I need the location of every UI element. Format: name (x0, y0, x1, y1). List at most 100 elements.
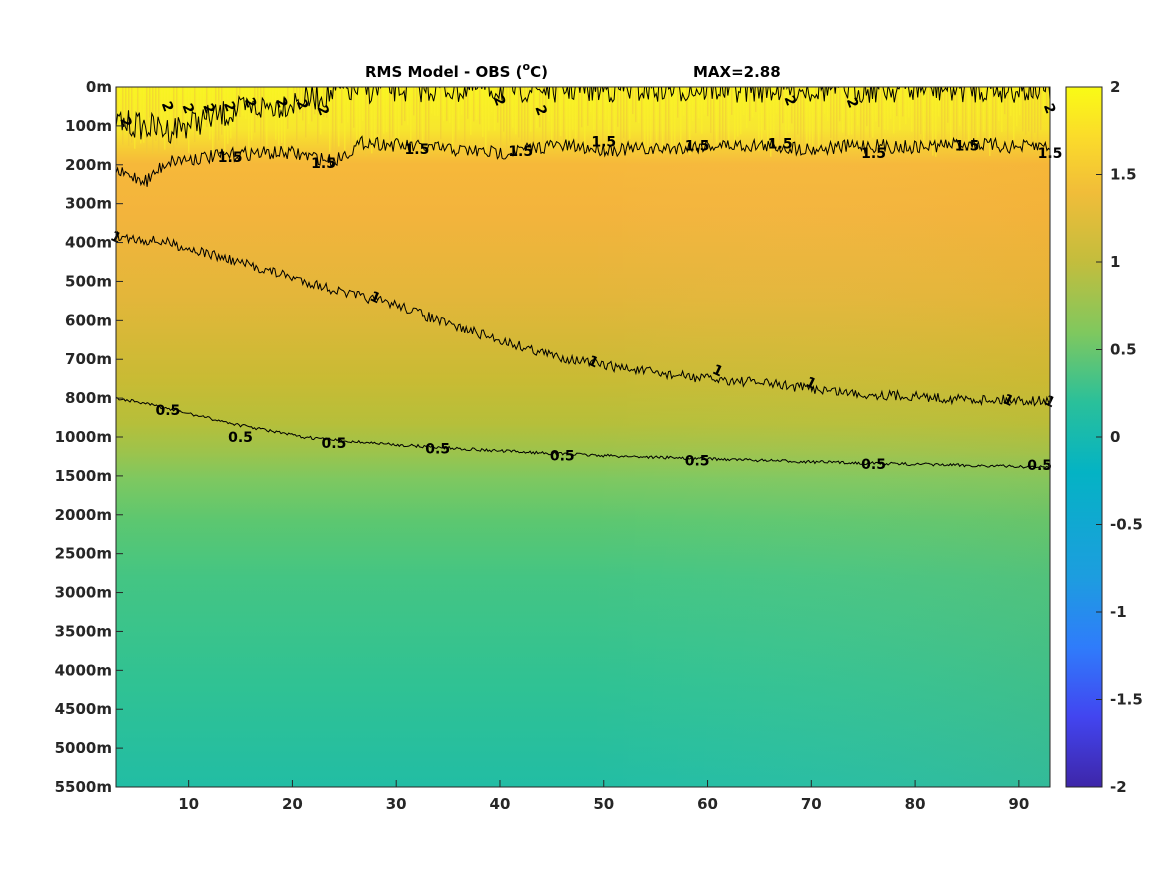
y-tick-label: 2500m (55, 545, 112, 563)
striation (260, 87, 262, 152)
striation (839, 87, 841, 122)
colorbar-tick-label: -0.5 (1110, 516, 1143, 534)
striation (467, 87, 469, 119)
striation (689, 87, 691, 156)
title-unit: C) (530, 63, 548, 81)
striation (962, 87, 964, 146)
striation (344, 87, 346, 152)
striation (566, 87, 568, 152)
striation (629, 87, 631, 139)
striation (419, 87, 421, 153)
y-tick-label: 500m (65, 272, 112, 290)
striation (404, 87, 406, 122)
x-tick-label: 90 (1008, 795, 1029, 813)
striation (659, 87, 661, 154)
striation (977, 87, 979, 138)
striation (782, 87, 784, 124)
striation (329, 87, 331, 153)
striation (275, 87, 277, 140)
striation (170, 87, 172, 132)
striation (734, 87, 736, 142)
y-tick-label: 5000m (55, 739, 112, 757)
contour-label: 1.5 (861, 146, 886, 162)
striation (584, 87, 586, 152)
striation (905, 87, 907, 125)
contour-line-1-5 (116, 135, 1050, 187)
striation (323, 87, 325, 117)
striation (221, 87, 223, 135)
striation (989, 87, 991, 156)
striation (140, 87, 142, 144)
striation (191, 87, 193, 129)
striation (362, 87, 364, 121)
striation (299, 87, 301, 113)
striation (515, 87, 517, 135)
colorbar-tick-label: 1 (1110, 253, 1120, 271)
striation (887, 87, 889, 130)
contour-label: 0.5 (322, 436, 347, 452)
striation (401, 87, 403, 126)
striation (437, 87, 439, 116)
striation (395, 87, 397, 147)
striation (1007, 87, 1009, 148)
striation (557, 87, 559, 141)
striation (953, 87, 955, 149)
contour-label: 1.5 (685, 138, 710, 154)
striation (668, 87, 670, 145)
striation (428, 87, 430, 145)
striation (365, 87, 367, 157)
striation (476, 87, 478, 120)
striation (425, 87, 427, 147)
contour-label: 0.5 (155, 403, 180, 419)
striation (857, 87, 859, 126)
striation (950, 87, 952, 147)
striation (449, 87, 451, 123)
colorbar-tick-label: 0.5 (1110, 341, 1137, 359)
striation (863, 87, 865, 155)
striation (788, 87, 790, 133)
striation (911, 87, 913, 132)
striation (146, 87, 148, 154)
striation (737, 87, 739, 137)
striation (122, 87, 124, 145)
striation (356, 87, 358, 146)
striation (212, 87, 214, 153)
striation (671, 87, 673, 151)
striation (242, 87, 244, 116)
y-tick-label: 2000m (55, 506, 112, 524)
striation (464, 87, 466, 149)
striation (287, 87, 289, 129)
striation (446, 87, 448, 122)
striation (902, 87, 904, 117)
striation (296, 87, 298, 141)
y-tick-label: 400m (65, 234, 112, 252)
striation (767, 87, 769, 148)
striation (161, 87, 163, 129)
striation (527, 87, 529, 151)
striation (230, 87, 232, 139)
striation (311, 87, 313, 122)
striation (761, 87, 763, 147)
striation (944, 87, 946, 145)
y-tick-label: 0m (86, 78, 112, 96)
striation (497, 87, 499, 123)
striation (257, 87, 259, 119)
striation (731, 87, 733, 115)
striation (611, 87, 613, 149)
contour-lines (116, 87, 1050, 470)
striation (833, 87, 835, 141)
colorbar-ticks: -2 -1.5 -1 -0.5 0 0.5 1 1.5 2 (1096, 78, 1143, 796)
striation (836, 87, 838, 151)
striation (548, 87, 550, 122)
striation (587, 87, 589, 126)
striation (812, 87, 814, 151)
striation (371, 87, 373, 154)
striation (410, 87, 412, 142)
striation (1013, 87, 1015, 140)
colorbar-tick-label: -2 (1110, 778, 1127, 796)
striation (350, 87, 352, 152)
striation (359, 87, 361, 145)
striation (332, 87, 334, 152)
